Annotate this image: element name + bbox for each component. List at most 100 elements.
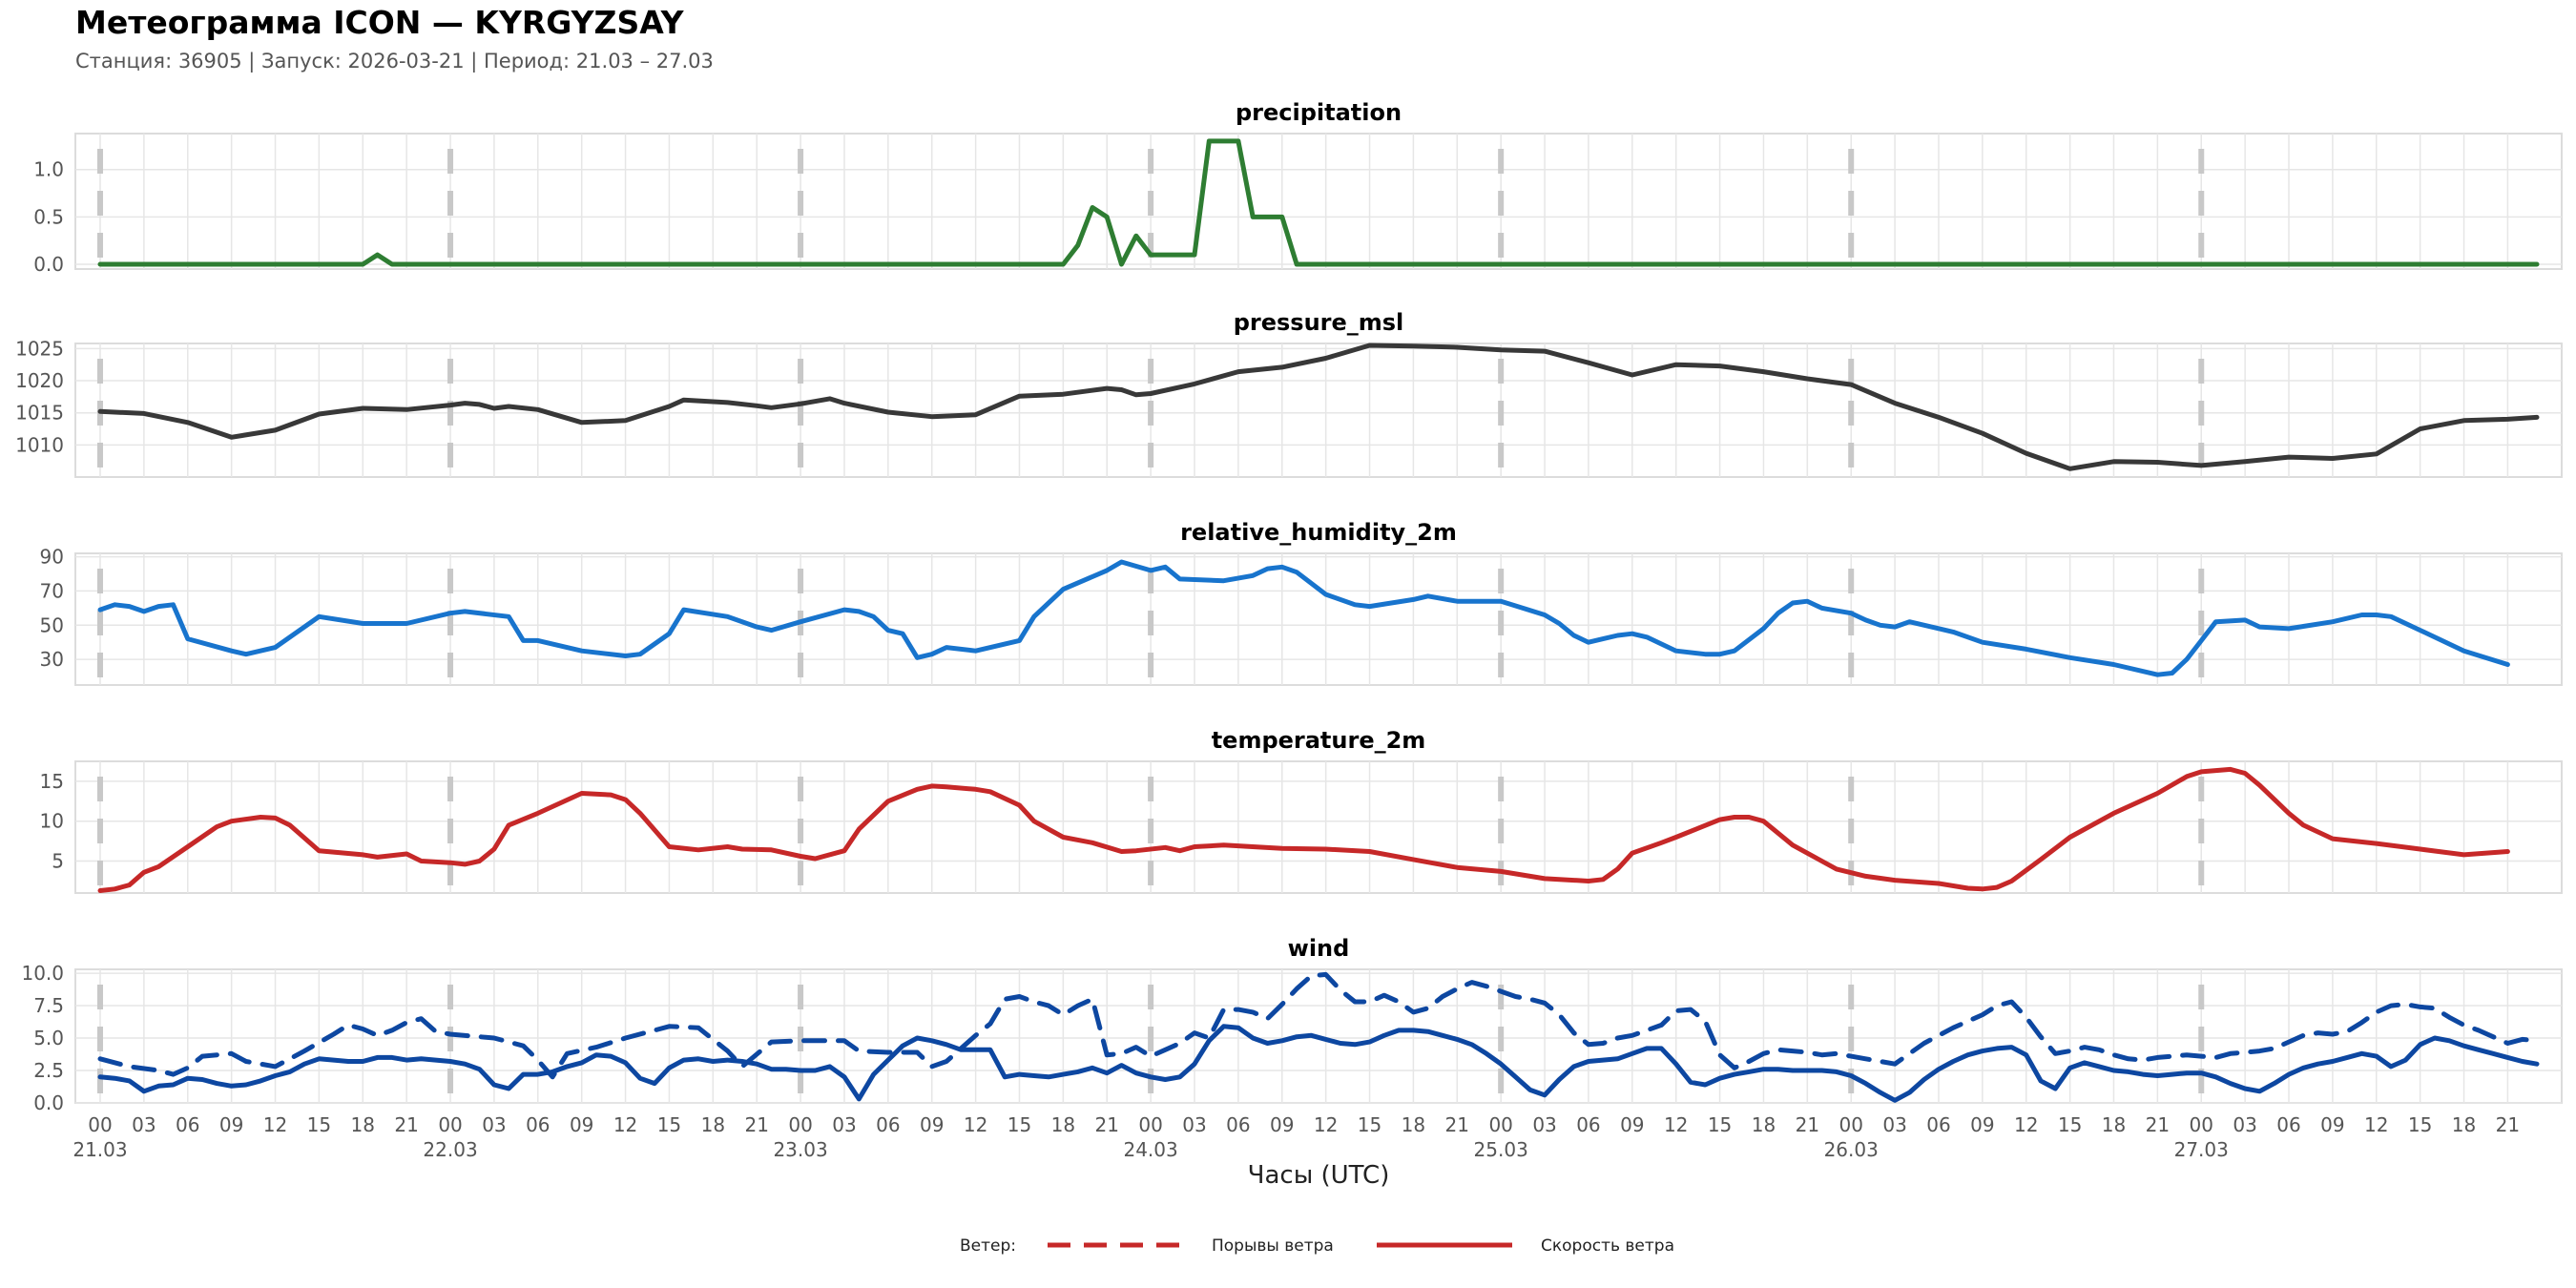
x-tick-label: 15 xyxy=(1708,1113,1732,1136)
x-tick-label: 00 xyxy=(788,1113,812,1136)
x-tick-label: 03 xyxy=(132,1113,156,1136)
x-tick-label: 18 xyxy=(701,1113,725,1136)
panel-frame xyxy=(74,343,2563,478)
x-tick-label: 06 xyxy=(176,1113,199,1136)
y-tick-label: 10.0 xyxy=(21,962,64,985)
x-day-label: 26.03 xyxy=(1824,1138,1879,1161)
x-tick-label: 18 xyxy=(1752,1113,1776,1136)
x-tick-label: 00 xyxy=(88,1113,112,1136)
x-tick-label: 18 xyxy=(2452,1113,2476,1136)
panel-frame xyxy=(74,760,2563,894)
x-day-label: 27.03 xyxy=(2174,1138,2229,1161)
series-line-скорость-ветра xyxy=(97,1024,2540,1103)
x-day-label: 24.03 xyxy=(1123,1138,1177,1161)
x-tick-label: 00 xyxy=(438,1113,462,1136)
x-tick-label: 09 xyxy=(1970,1113,1994,1136)
panel-frame xyxy=(74,552,2563,686)
panel-title: pressure_msl xyxy=(1234,309,1404,336)
series-line-precipitation xyxy=(97,138,2540,267)
x-tick-label: 00 xyxy=(1488,1113,1512,1136)
chart-subtitle: Станция: 36905 | Запуск: 2026-03-21 | Пе… xyxy=(75,50,714,73)
x-tick-label: 15 xyxy=(1008,1113,1031,1136)
x-tick-label: 15 xyxy=(657,1113,681,1136)
x-day-label: 25.03 xyxy=(1474,1138,1528,1161)
x-tick-label: 18 xyxy=(2102,1113,2126,1136)
y-tick-label: 5.0 xyxy=(33,1027,64,1049)
y-tick-label: 0.5 xyxy=(33,205,64,228)
y-tick-label: 1025 xyxy=(15,337,64,360)
x-tick-label: 03 xyxy=(1882,1113,1906,1136)
x-tick-label: 21 xyxy=(2496,1113,2520,1136)
chart-title: Метеограмма ICON — KYRGYZSAY xyxy=(75,4,684,41)
panel-title: precipitation xyxy=(1236,99,1402,126)
y-tick-label: 1020 xyxy=(15,369,64,392)
y-tick-label: 0.0 xyxy=(33,1091,64,1114)
x-tick-label: 21 xyxy=(1796,1113,1819,1136)
y-tick-label: 1010 xyxy=(15,433,64,456)
series-line-temperature-2m xyxy=(97,766,2510,893)
panel-title: temperature_2m xyxy=(1212,727,1426,754)
x-tick-label: 00 xyxy=(1839,1113,1862,1136)
x-day-label: 22.03 xyxy=(423,1138,477,1161)
x-tick-label: 06 xyxy=(2276,1113,2300,1136)
x-tick-label: 18 xyxy=(351,1113,375,1136)
x-tick-label: 15 xyxy=(307,1113,331,1136)
y-tick-label: 15 xyxy=(40,770,64,793)
y-tick-label: 50 xyxy=(40,613,64,636)
x-tick-label: 15 xyxy=(2058,1113,2082,1136)
y-tick-label: 0.0 xyxy=(33,253,64,276)
x-tick-label: 12 xyxy=(2364,1113,2388,1136)
x-tick-label: 06 xyxy=(1926,1113,1950,1136)
x-tick-label: 06 xyxy=(1226,1113,1250,1136)
x-tick-label: 12 xyxy=(964,1113,987,1136)
y-tick-label: 5 xyxy=(52,850,64,873)
x-tick-label: 06 xyxy=(1576,1113,1600,1136)
x-tick-label: 03 xyxy=(1182,1113,1206,1136)
legend-title: Ветер: xyxy=(960,1236,1016,1256)
x-tick-label: 21 xyxy=(1445,1113,1469,1136)
x-tick-label: 15 xyxy=(2408,1113,2432,1136)
x-tick-label: 03 xyxy=(832,1113,856,1136)
y-tick-label: 90 xyxy=(40,546,64,569)
x-tick-label: 03 xyxy=(1532,1113,1556,1136)
series-line-relative-humidity-2m xyxy=(97,559,2510,677)
x-tick-label: 09 xyxy=(219,1113,243,1136)
y-tick-label: 7.5 xyxy=(33,994,64,1017)
x-day-label: 23.03 xyxy=(773,1138,827,1161)
y-tick-label: 70 xyxy=(40,579,64,602)
x-tick-label: 12 xyxy=(1314,1113,1338,1136)
x-tick-label: 21 xyxy=(2146,1113,2170,1136)
y-tick-label: 10 xyxy=(40,810,64,833)
series-line-порывы-ветра xyxy=(97,971,2540,1080)
legend-gusts-label: Порывы ветра xyxy=(1212,1236,1334,1256)
x-tick-label: 09 xyxy=(570,1113,593,1136)
x-tick-label: 03 xyxy=(482,1113,506,1136)
x-tick-label: 12 xyxy=(1664,1113,1688,1136)
x-tick-label: 18 xyxy=(1402,1113,1425,1136)
legend-speed-label: Скорость ветра xyxy=(1541,1236,1674,1256)
y-tick-label: 1015 xyxy=(15,402,64,425)
x-tick-label: 21 xyxy=(394,1113,418,1136)
x-tick-label: 06 xyxy=(876,1113,900,1136)
x-axis-label: Часы (UTC) xyxy=(1248,1161,1390,1190)
panel-title: relative_humidity_2m xyxy=(1180,519,1457,546)
x-tick-label: 06 xyxy=(526,1113,550,1136)
x-tick-label: 21 xyxy=(1095,1113,1119,1136)
series-line-pressure-msl xyxy=(97,343,2540,471)
x-tick-label: 15 xyxy=(1358,1113,1381,1136)
x-tick-label: 12 xyxy=(263,1113,287,1136)
panel-frame xyxy=(74,133,2563,270)
x-tick-label: 09 xyxy=(2320,1113,2344,1136)
x-tick-label: 00 xyxy=(1138,1113,1162,1136)
x-tick-label: 09 xyxy=(1620,1113,1644,1136)
x-day-label: 21.03 xyxy=(73,1138,127,1161)
y-tick-label: 1.0 xyxy=(33,158,64,181)
x-tick-label: 18 xyxy=(1051,1113,1075,1136)
x-tick-label: 21 xyxy=(744,1113,768,1136)
panel-title: wind xyxy=(1288,935,1350,962)
x-tick-label: 03 xyxy=(2233,1113,2256,1136)
x-tick-label: 09 xyxy=(1270,1113,1294,1136)
x-tick-label: 00 xyxy=(2190,1113,2213,1136)
y-tick-label: 2.5 xyxy=(33,1059,64,1082)
